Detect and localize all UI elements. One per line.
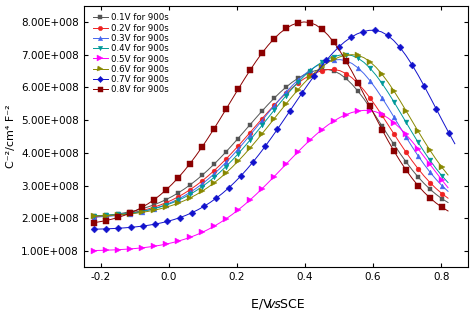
0.2V for 900s <box>205 174 211 178</box>
0.7V for 900s <box>183 213 189 217</box>
0.4V for 900s <box>445 181 451 185</box>
0.6V for 900s <box>313 69 319 73</box>
0.6V for 900s <box>205 185 211 189</box>
0.8V for 900s <box>211 127 217 131</box>
0.8V for 900s <box>181 169 187 173</box>
0.1V for 900s <box>91 214 97 218</box>
0.7V for 900s <box>91 227 97 231</box>
0.1V for 900s <box>205 168 211 172</box>
0.4V for 900s <box>193 189 199 193</box>
Y-axis label: C⁻²/cm⁴ F⁻²: C⁻²/cm⁴ F⁻² <box>6 105 16 168</box>
0.6V for 900s <box>445 173 451 177</box>
0.3V for 900s <box>313 64 319 68</box>
Line: 0.2V for 900s: 0.2V for 900s <box>91 67 450 219</box>
0.8V for 900s <box>301 20 307 24</box>
0.1V for 900s <box>151 203 157 207</box>
0.2V for 900s <box>181 192 187 196</box>
0.6V for 900s <box>193 193 199 197</box>
0.8V for 900s <box>319 27 325 31</box>
0.4V for 900s <box>211 176 217 180</box>
0.3V for 900s <box>445 189 451 193</box>
Legend: 0.1V for 900s, 0.2V for 900s, 0.3V for 900s, 0.4V for 900s, 0.5V for 900s, 0.6V : 0.1V for 900s, 0.2V for 900s, 0.3V for 9… <box>92 13 169 95</box>
0.2V for 900s <box>445 196 451 200</box>
0.7V for 900s <box>452 142 458 146</box>
0.8V for 900s <box>193 154 199 158</box>
0.3V for 900s <box>193 187 199 191</box>
0.4V for 900s <box>343 53 349 57</box>
0.4V for 900s <box>181 196 187 200</box>
0.5V for 900s <box>151 244 157 248</box>
Text: SCE: SCE <box>276 297 305 310</box>
0.4V for 900s <box>313 64 319 68</box>
0.3V for 900s <box>205 177 211 181</box>
0.1V for 900s <box>193 178 199 182</box>
0.7V for 900s <box>152 222 158 226</box>
0.6V for 900s <box>181 199 187 203</box>
0.3V for 900s <box>181 194 187 198</box>
0.6V for 900s <box>211 181 217 185</box>
0.5V for 900s <box>205 227 211 231</box>
0.5V for 900s <box>313 132 319 136</box>
0.1V for 900s <box>211 162 217 166</box>
0.2V for 900s <box>91 215 97 219</box>
0.2V for 900s <box>151 205 157 209</box>
0.2V for 900s <box>193 184 199 188</box>
0.3V for 900s <box>337 57 343 61</box>
Line: 0.7V for 900s: 0.7V for 900s <box>91 28 457 232</box>
0.5V for 900s <box>91 249 97 253</box>
Line: 0.6V for 900s: 0.6V for 900s <box>91 52 451 219</box>
0.5V for 900s <box>361 108 367 112</box>
Text: vs.: vs. <box>267 297 285 310</box>
0.8V for 900s <box>151 198 157 202</box>
0.7V for 900s <box>318 66 323 70</box>
0.2V for 900s <box>313 71 319 75</box>
Line: 0.4V for 900s: 0.4V for 900s <box>91 52 450 218</box>
0.1V for 900s <box>325 67 331 71</box>
0.5V for 900s <box>445 186 451 190</box>
0.5V for 900s <box>193 233 199 237</box>
0.8V for 900s <box>445 209 451 213</box>
0.4V for 900s <box>91 214 97 218</box>
0.7V for 900s <box>373 28 378 32</box>
Line: 0.8V for 900s: 0.8V for 900s <box>91 19 451 225</box>
0.2V for 900s <box>331 67 337 71</box>
0.6V for 900s <box>151 208 157 212</box>
0.6V for 900s <box>349 53 355 57</box>
Line: 0.5V for 900s: 0.5V for 900s <box>91 107 452 254</box>
0.3V for 900s <box>91 215 97 219</box>
0.5V for 900s <box>181 237 187 241</box>
0.1V for 900s <box>313 68 319 72</box>
0.8V for 900s <box>205 136 211 140</box>
0.5V for 900s <box>211 224 217 228</box>
0.4V for 900s <box>205 180 211 184</box>
0.3V for 900s <box>151 207 157 210</box>
0.2V for 900s <box>211 169 217 173</box>
0.7V for 900s <box>195 208 201 212</box>
0.6V for 900s <box>91 214 97 218</box>
Line: 0.1V for 900s: 0.1V for 900s <box>91 67 450 219</box>
Text: E/V: E/V <box>252 297 276 310</box>
0.3V for 900s <box>211 172 217 176</box>
0.1V for 900s <box>181 187 187 191</box>
0.4V for 900s <box>151 207 157 211</box>
0.7V for 900s <box>207 201 213 205</box>
0.1V for 900s <box>445 201 451 205</box>
Line: 0.3V for 900s: 0.3V for 900s <box>91 57 450 219</box>
0.7V for 900s <box>213 196 219 200</box>
0.8V for 900s <box>91 221 97 225</box>
